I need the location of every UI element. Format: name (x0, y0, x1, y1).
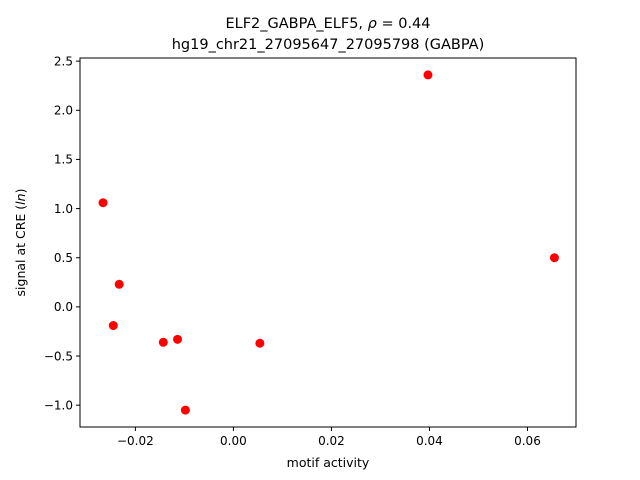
y-tick-label-0: −1.0 (44, 398, 73, 412)
plot-frame (79, 57, 577, 428)
y-tick-label-4: 1.0 (54, 202, 73, 216)
data-point-6 (255, 338, 265, 348)
data-point-2 (108, 321, 118, 331)
chart-title-line1: ELF2_GABPA_ELF5, ρ = 0.44 (225, 16, 430, 32)
chart-title-line2: hg19_chr21_27095647_27095798 (GABPA) (172, 37, 485, 53)
y-tick-label-7: 2.5 (54, 54, 73, 68)
x-axis-label: motif activity (287, 455, 370, 470)
y-tick-label-6: 2.0 (54, 104, 73, 118)
data-point-0 (98, 198, 108, 208)
data-point-5 (180, 405, 190, 415)
data-point-4 (173, 334, 183, 344)
x-tick-label-3: 0.04 (416, 434, 443, 448)
y-tick-label-1: −0.5 (44, 349, 73, 363)
data-point-3 (158, 337, 168, 347)
y-tick-label-2: 0.0 (54, 300, 73, 314)
x-tick-label-2: 0.02 (318, 434, 345, 448)
y-tick-label-3: 0.5 (54, 251, 73, 265)
x-axis-ticks: −0.02 0.00 0.02 0.04 0.06 (117, 427, 541, 448)
x-tick-label-0: −0.02 (117, 434, 154, 448)
x-tick-label-1: 0.00 (220, 434, 247, 448)
data-point-7 (423, 70, 433, 80)
data-point-8 (549, 253, 559, 263)
data-point-1 (114, 279, 124, 289)
y-axis-label: signal at CRE (ln) (13, 189, 28, 297)
x-tick-label-4: 0.06 (514, 434, 541, 448)
y-axis-ticks: −1.0 −0.5 0.0 0.5 1.0 1.5 2.0 2.5 (44, 54, 80, 412)
data-points (98, 70, 559, 415)
y-tick-label-5: 1.5 (54, 153, 73, 167)
